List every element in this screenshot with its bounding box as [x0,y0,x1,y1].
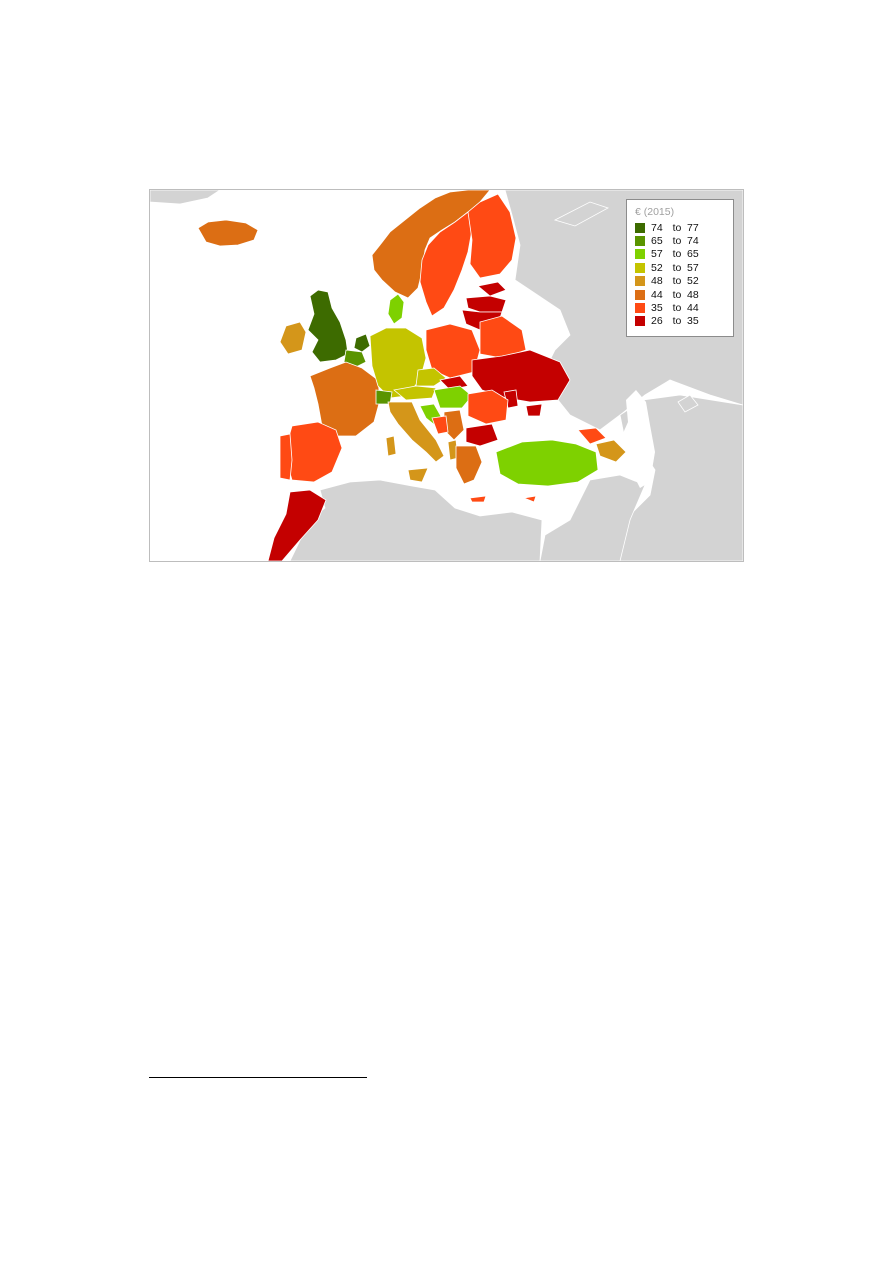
legend-swatch [635,289,645,300]
legend-high: 77 [687,221,699,234]
legend-sep: to [672,221,682,234]
czechia-region [415,367,447,387]
belarus-region [479,315,527,359]
legend-row: 35 to 44 [635,301,725,314]
legend-row: 48 to 52 [635,275,725,288]
hungary-region [433,385,473,409]
portugal-region [279,433,293,481]
ireland-region [279,321,307,355]
crete-region [469,495,487,503]
legend-high: 48 [687,288,699,301]
bulgaria-region [465,423,499,447]
legend-row: 52 to 57 [635,261,725,274]
caspian-sea [620,390,655,488]
middle-east-region [539,474,646,561]
legend-high: 65 [687,248,699,261]
latvia-region [465,295,507,313]
sicily-region [407,467,429,483]
united-kingdom-region [307,289,349,363]
legend-title: € (2015) [635,206,675,218]
georgia-region [577,427,607,445]
legend-sep: to [672,302,682,315]
novaya-zemlya-region [553,201,609,227]
italy-region [387,401,445,463]
footnote-separator [149,1077,367,1078]
map-legend: € (2015) 74 to 77 65 to 74 57 to 65 52 t… [626,199,734,337]
legend-sep: to [672,248,682,261]
legend-swatch [635,262,645,273]
legend-low: 48 [651,275,663,288]
legend-row: 74 to 77 [635,221,725,234]
legend-low: 57 [651,248,663,261]
legend-low: 44 [651,288,663,301]
legend-row: 26 to 35 [635,315,725,328]
crimea-region [525,403,543,417]
greece-region [455,445,483,485]
caspian-island-region [677,394,699,413]
greenland-region [150,190,221,205]
cyprus-region [522,495,537,503]
bosnia-region [431,415,449,435]
ukraine-region [471,349,571,403]
legend-swatch [635,276,645,287]
iceland-region [197,219,259,247]
azerbaijan-region [595,439,627,463]
legend-swatch [635,303,645,314]
legend-high: 57 [687,261,699,274]
legend-swatch [635,249,645,260]
legend-sep: to [672,235,682,248]
turkey-region [495,439,599,487]
estonia-region [477,281,507,297]
legend-low: 26 [651,315,663,328]
legend-low: 65 [651,235,663,248]
legend-swatch [635,236,645,247]
romania-region [467,389,509,425]
finland-region [467,193,517,279]
legend-swatch [635,222,645,233]
legend-high: 35 [687,315,699,328]
legend-swatch [635,316,645,327]
legend-row: 44 to 48 [635,288,725,301]
sweden-region [419,211,473,317]
legend-high: 52 [687,275,699,288]
legend-sep: to [672,288,682,301]
legend-high: 44 [687,302,699,315]
legend-low: 52 [651,261,663,274]
sardinia-region [385,435,397,457]
morocco-region [267,489,327,561]
legend-low: 35 [651,302,663,315]
netherlands-region [353,333,371,353]
legend-low: 74 [651,221,663,234]
legend-sep: to [672,275,682,288]
legend-high: 74 [687,235,699,248]
map-frame: € (2015) 74 to 77 65 to 74 57 to 65 52 t… [149,189,744,562]
legend-sep: to [672,261,682,274]
legend-sep: to [672,315,682,328]
denmark-region [387,293,405,325]
france-region [309,361,381,437]
legend-row: 57 to 65 [635,248,725,261]
austria-region [393,385,437,401]
legend-row: 65 to 74 [635,234,725,247]
